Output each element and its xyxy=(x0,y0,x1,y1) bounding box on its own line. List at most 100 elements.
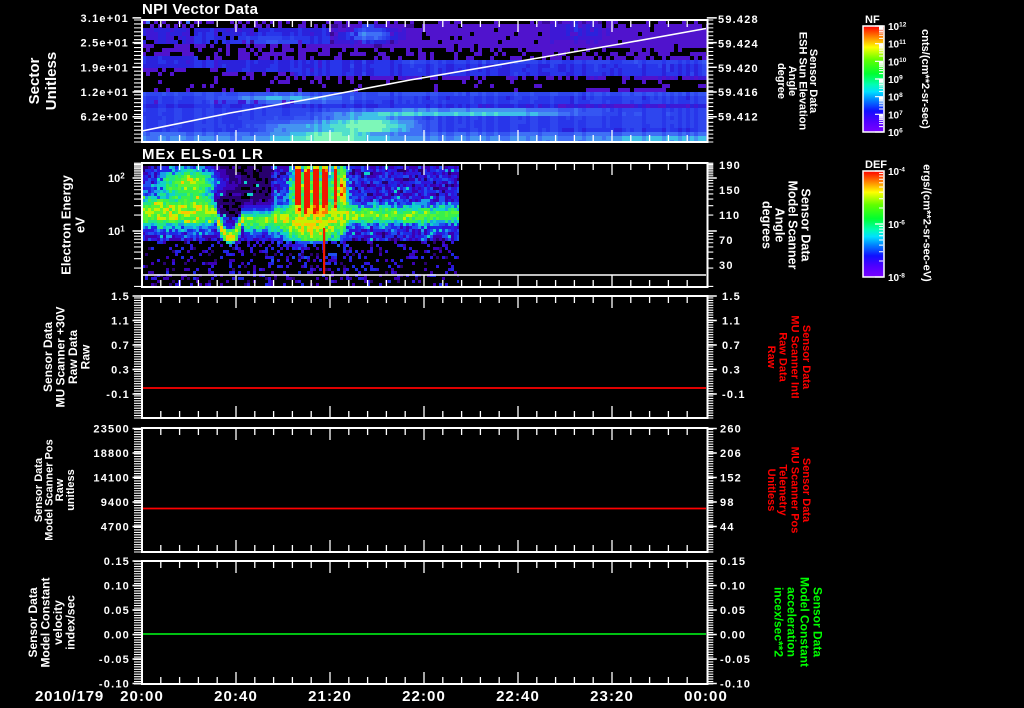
svg-text:110: 110 xyxy=(719,210,740,222)
svg-text:Raw Data: Raw Data xyxy=(66,330,80,384)
svg-text:ESH Sun Elevation: ESH Sun Elevation xyxy=(796,32,808,131)
svg-text:2.5e+01: 2.5e+01 xyxy=(81,38,129,50)
svg-text:unitless: unitless xyxy=(65,469,77,511)
svg-text:velocity: velocity xyxy=(51,600,65,645)
svg-text:0.3: 0.3 xyxy=(722,365,741,377)
svg-text:190: 190 xyxy=(719,160,741,172)
svg-text:cnts/(cm**2-sr-sec): cnts/(cm**2-sr-sec) xyxy=(919,29,931,129)
svg-text:0.7: 0.7 xyxy=(722,340,741,352)
svg-text:1.2e+01: 1.2e+01 xyxy=(81,87,129,99)
svg-text:9400: 9400 xyxy=(101,497,130,509)
svg-text:Raw: Raw xyxy=(78,344,92,369)
svg-text:MU Scanner IntI: MU Scanner IntI xyxy=(788,315,800,398)
svg-text:Raw Data: Raw Data xyxy=(777,332,789,382)
svg-text:Model Constant: Model Constant xyxy=(797,577,811,667)
svg-text:Electron Energy: Electron Energy xyxy=(59,174,74,274)
svg-text:44: 44 xyxy=(720,522,735,534)
svg-text:-0.1: -0.1 xyxy=(722,389,746,401)
svg-text:ergs/(cm**2-sr-sec-eV): ergs/(cm**2-sr-sec-eV) xyxy=(921,164,933,282)
svg-text:Raw: Raw xyxy=(54,478,66,501)
svg-text:1011: 1011 xyxy=(888,39,906,51)
svg-text:109: 109 xyxy=(888,75,903,87)
svg-text:0.00: 0.00 xyxy=(720,630,746,642)
svg-text:10-8: 10-8 xyxy=(888,273,905,285)
svg-text:6.2e+00: 6.2e+00 xyxy=(81,112,129,124)
svg-text:23:20: 23:20 xyxy=(590,688,634,705)
svg-text:20:40: 20:40 xyxy=(214,688,258,705)
svg-text:1.9e+01: 1.9e+01 xyxy=(81,62,129,74)
svg-text:108: 108 xyxy=(888,92,903,104)
svg-text:DEF: DEF xyxy=(865,159,887,171)
svg-text:23500: 23500 xyxy=(93,424,130,436)
svg-text:Angle: Angle xyxy=(773,208,787,243)
svg-text:Sensor Data: Sensor Data xyxy=(810,587,824,657)
svg-text:-0.1: -0.1 xyxy=(106,389,130,401)
svg-text:Raw: Raw xyxy=(765,346,777,369)
svg-text:59.416: 59.416 xyxy=(718,87,759,99)
svg-text:107: 107 xyxy=(888,110,903,122)
svg-text:1.5: 1.5 xyxy=(722,291,741,303)
svg-text:0.15: 0.15 xyxy=(104,556,130,568)
svg-text:98: 98 xyxy=(720,497,735,509)
svg-text:206: 206 xyxy=(720,448,742,460)
svg-text:4700: 4700 xyxy=(101,522,130,534)
svg-text:incex/sec**2: incex/sec**2 xyxy=(771,587,785,657)
svg-text:Sensor Data: Sensor Data xyxy=(26,587,40,657)
svg-text:1012: 1012 xyxy=(888,22,907,34)
svg-text:260: 260 xyxy=(720,424,742,436)
svg-text:20:00: 20:00 xyxy=(120,688,164,705)
svg-text:Model Scanner: Model Scanner xyxy=(786,181,800,270)
svg-text:2010/179: 2010/179 xyxy=(35,688,104,705)
svg-text:0.7: 0.7 xyxy=(111,340,130,352)
svg-text:59.420: 59.420 xyxy=(718,63,759,75)
svg-text:1.1: 1.1 xyxy=(722,316,741,328)
svg-text:Sensor Data: Sensor Data xyxy=(800,325,812,390)
svg-text:1.5: 1.5 xyxy=(111,291,130,303)
svg-text:0.10: 0.10 xyxy=(720,581,746,593)
svg-text:0.05: 0.05 xyxy=(720,605,746,617)
svg-text:0.3: 0.3 xyxy=(111,365,130,377)
svg-text:Model Scanner Pos: Model Scanner Pos xyxy=(44,439,56,540)
svg-text:Sensor Data: Sensor Data xyxy=(800,458,812,523)
svg-text:0.15: 0.15 xyxy=(720,556,746,568)
svg-text:-0.05: -0.05 xyxy=(720,654,751,666)
svg-text:70: 70 xyxy=(719,235,734,247)
svg-text:-0.05: -0.05 xyxy=(99,654,130,666)
svg-text:10-4: 10-4 xyxy=(888,167,905,179)
svg-text:1.1: 1.1 xyxy=(111,316,130,328)
svg-text:Unitless: Unitless xyxy=(765,469,777,512)
svg-text:Sensor Data: Sensor Data xyxy=(799,189,813,263)
svg-text:index/sec: index/sec xyxy=(63,595,77,650)
svg-text:Telemetry: Telemetry xyxy=(777,464,789,516)
svg-text:MU Scanner +30V: MU Scanner +30V xyxy=(53,306,67,407)
svg-text:Model Constant: Model Constant xyxy=(38,578,52,668)
svg-text:Unitless: Unitless xyxy=(43,52,60,110)
svg-text:-0.10: -0.10 xyxy=(720,679,751,691)
svg-text:MU Scanner Pos: MU Scanner Pos xyxy=(788,447,800,534)
svg-text:Sensor Data: Sensor Data xyxy=(41,322,55,392)
svg-text:acceleration: acceleration xyxy=(784,587,798,657)
svg-text:18800: 18800 xyxy=(93,448,130,460)
svg-text:21:20: 21:20 xyxy=(308,688,352,705)
svg-text:3.1e+01: 3.1e+01 xyxy=(81,13,129,25)
svg-text:MEx ELS-01 LR: MEx ELS-01 LR xyxy=(142,146,264,163)
svg-text:00:00: 00:00 xyxy=(684,688,728,705)
svg-text:152: 152 xyxy=(720,473,742,485)
svg-text:NF: NF xyxy=(865,14,880,26)
svg-text:14100: 14100 xyxy=(93,473,130,485)
svg-text:-0.10: -0.10 xyxy=(99,679,130,691)
svg-text:59.424: 59.424 xyxy=(718,38,759,50)
svg-text:0.00: 0.00 xyxy=(104,630,130,642)
svg-text:degrees: degrees xyxy=(760,201,774,249)
svg-text:eV: eV xyxy=(73,217,88,233)
svg-text:150: 150 xyxy=(719,185,741,197)
svg-text:22:00: 22:00 xyxy=(402,688,446,705)
svg-text:22:40: 22:40 xyxy=(496,688,540,705)
svg-text:0.10: 0.10 xyxy=(104,581,130,593)
svg-text:59.412: 59.412 xyxy=(718,112,759,124)
svg-text:59.428: 59.428 xyxy=(718,14,759,26)
svg-text:30: 30 xyxy=(719,260,734,272)
svg-text:NPI Vector Data: NPI Vector Data xyxy=(142,1,259,18)
svg-text:degree: degree xyxy=(775,63,787,99)
svg-text:Sector: Sector xyxy=(26,57,43,104)
